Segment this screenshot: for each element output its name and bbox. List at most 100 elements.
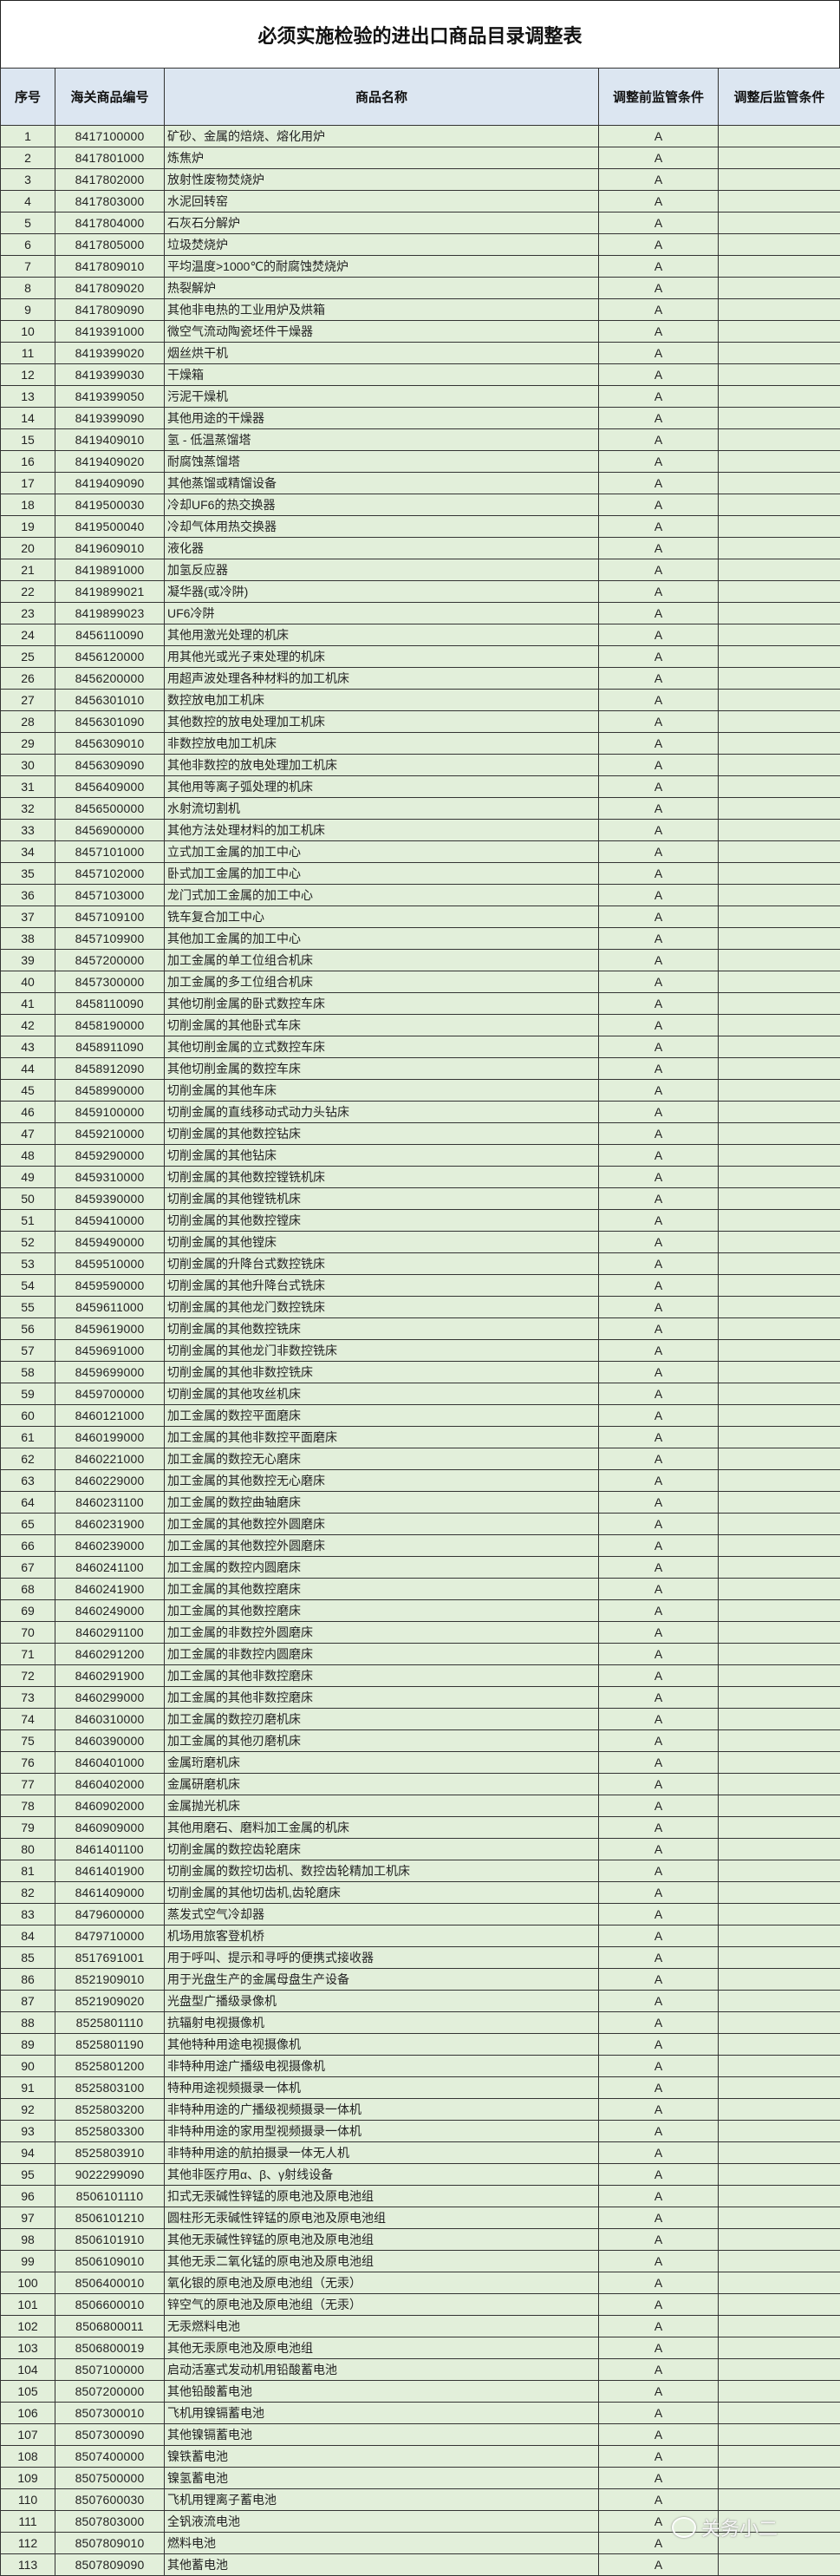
code-cell: 8459210000 <box>55 1122 165 1145</box>
name-cell: 切削金属的数控齿轮磨床 <box>164 1838 599 1860</box>
table-row: 102 8506800011 无汞燃料电池 A <box>0 2315 840 2337</box>
before-condition-cell: A <box>598 2553 719 2576</box>
name-cell: 氢 - 低温蒸馏塔 <box>164 428 599 451</box>
before-condition-cell: A <box>598 2358 719 2381</box>
table-row: 66 8460239000 加工金属的其他数控外圆磨床 A <box>0 1534 840 1557</box>
name-cell: 冷却气体用热交换器 <box>164 515 599 538</box>
seq-cell: 65 <box>0 1513 55 1535</box>
code-cell: 8521909020 <box>55 1990 165 2012</box>
seq-cell: 64 <box>0 1491 55 1514</box>
seq-cell: 25 <box>0 645 55 668</box>
before-condition-cell: A <box>598 1014 719 1036</box>
seq-cell: 20 <box>0 537 55 559</box>
after-condition-cell <box>718 277 840 299</box>
table-row: 59 8459700000 切削金属的其他攻丝机床 A <box>0 1383 840 1405</box>
table-row: 86 8521909010 用于光盘生产的金属母盘生产设备 A <box>0 1968 840 1991</box>
after-condition-cell <box>718 2423 840 2446</box>
table-row: 1 8417100000 矿砂、金属的焙烧、熔化用炉 A <box>0 125 840 147</box>
table-row: 69 8460249000 加工金属的其他数控磨床 A <box>0 1599 840 1622</box>
seq-cell: 48 <box>0 1144 55 1167</box>
seq-cell: 53 <box>0 1252 55 1275</box>
before-condition-cell: A <box>598 537 719 559</box>
page-title: 必须实施检验的进出口商品目录调整表 <box>0 0 840 68</box>
after-condition-cell <box>718 1361 840 1383</box>
code-cell: 8460299000 <box>55 1686 165 1709</box>
table-row: 20 8419609010 液化器 A <box>0 537 840 559</box>
table-row: 10 8419391000 微空气流动陶瓷坯件干燥器 A <box>0 320 840 343</box>
code-cell: 8460902000 <box>55 1795 165 1817</box>
code-cell: 8525803910 <box>55 2141 165 2164</box>
after-condition-cell <box>718 559 840 581</box>
code-cell: 8459490000 <box>55 1231 165 1253</box>
seq-cell: 66 <box>0 1534 55 1557</box>
seq-cell: 23 <box>0 602 55 624</box>
seq-cell: 101 <box>0 2293 55 2316</box>
name-cell: 切削金属的其他钻床 <box>164 1144 599 1167</box>
before-condition-cell: A <box>598 428 719 451</box>
table-row: 48 8459290000 切削金属的其他钻床 A <box>0 1144 840 1167</box>
table-row: 11 8419399020 烟丝烘干机 A <box>0 342 840 364</box>
name-cell: 切削金属的其他龙门数控铣床 <box>164 1296 599 1318</box>
after-condition-cell <box>718 1838 840 1860</box>
after-condition-cell <box>718 1708 840 1730</box>
code-cell: 8461401100 <box>55 1838 165 1860</box>
after-condition-cell <box>718 147 840 169</box>
name-cell: 加氢反应器 <box>164 559 599 581</box>
code-cell: 8507100000 <box>55 2358 165 2381</box>
after-condition-cell <box>718 2532 840 2554</box>
table-row: 54 8459590000 切削金属的其他升降台式铣床 A <box>0 1274 840 1297</box>
seq-cell: 110 <box>0 2488 55 2511</box>
table-row: 29 8456309010 非数控放电加工机床 A <box>0 732 840 755</box>
before-condition-cell: A <box>598 407 719 429</box>
header-row: 序号 海关商品编号 商品名称 调整前监管条件 调整后监管条件 <box>0 68 840 126</box>
code-cell: 8419500040 <box>55 515 165 538</box>
before-condition-cell: A <box>598 1990 719 2012</box>
table-row: 38 8457109900 其他加工金属的加工中心 A <box>0 927 840 950</box>
code-cell: 8457103000 <box>55 884 165 906</box>
table-row: 110 8507600030 飞机用锂离子蓄电池 A <box>0 2488 840 2511</box>
seq-cell: 93 <box>0 2120 55 2142</box>
before-condition-cell: A <box>598 2185 719 2207</box>
table-row: 42 8458190000 切削金属的其他卧式车床 A <box>0 1014 840 1036</box>
before-condition-cell: A <box>598 1968 719 1991</box>
code-cell: 8457200000 <box>55 949 165 971</box>
after-condition-cell <box>718 320 840 343</box>
after-condition-cell <box>718 342 840 364</box>
before-condition-cell: A <box>598 1274 719 1297</box>
code-cell: 8458911090 <box>55 1036 165 1058</box>
after-condition-cell <box>718 2207 840 2229</box>
table-row: 87 8521909020 光盘型广播级录像机 A <box>0 1990 840 2012</box>
name-cell: 切削金属的其他非数控铣床 <box>164 1361 599 1383</box>
after-condition-cell <box>718 2163 840 2186</box>
before-condition-cell: A <box>598 1296 719 1318</box>
table-row: 35 8457102000 卧式加工金属的加工中心 A <box>0 862 840 885</box>
name-cell: 加工金属的数控内圆磨床 <box>164 1556 599 1579</box>
name-cell: 冷却UF6的热交换器 <box>164 494 599 516</box>
table-row: 26 8456200000 用超声波处理各种材料的加工机床 A <box>0 667 840 690</box>
before-condition-cell: A <box>598 2228 719 2251</box>
table-row: 16 8419409020 耐腐蚀蒸馏塔 A <box>0 450 840 473</box>
before-condition-cell: A <box>598 1946 719 1969</box>
table-row: 7 8417809010 平均温度>1000℃的耐腐蚀焚烧炉 A <box>0 255 840 278</box>
code-cell: 8460239000 <box>55 1534 165 1557</box>
table-row: 31 8456409000 其他用等离子弧处理的机床 A <box>0 775 840 798</box>
before-condition-cell: A <box>598 233 719 256</box>
code-cell: 8457102000 <box>55 862 165 885</box>
after-condition-cell <box>718 689 840 711</box>
after-condition-cell <box>718 1773 840 1795</box>
after-condition-cell <box>718 2272 840 2294</box>
seq-cell: 80 <box>0 1838 55 1860</box>
before-condition-cell: A <box>598 2315 719 2337</box>
before-condition-cell: A <box>598 1231 719 1253</box>
code-cell: 8525803100 <box>55 2076 165 2099</box>
name-cell: 燃料电池 <box>164 2532 599 2554</box>
before-condition-cell: A <box>598 1101 719 1123</box>
table-row: 12 8419399030 干燥箱 A <box>0 363 840 386</box>
code-cell: 8460121000 <box>55 1404 165 1427</box>
table-row: 18 8419500030 冷却UF6的热交换器 A <box>0 494 840 516</box>
table-row: 72 8460291900 加工金属的其他非数控磨床 A <box>0 1664 840 1687</box>
name-cell: 垃圾焚烧炉 <box>164 233 599 256</box>
seq-cell: 52 <box>0 1231 55 1253</box>
table-row: 23 8419899023 UF6冷阱 A <box>0 602 840 624</box>
table-row: 24 8456110090 其他用激光处理的机床 A <box>0 624 840 646</box>
